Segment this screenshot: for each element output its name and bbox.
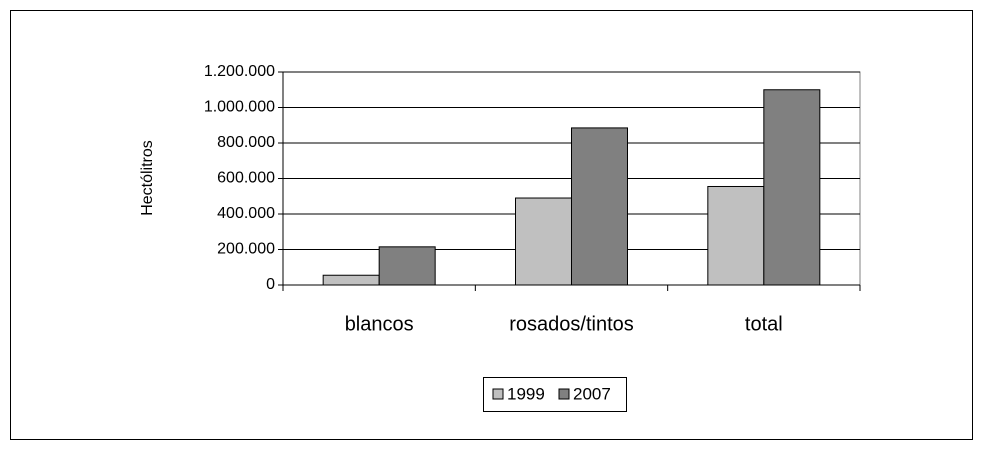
- y-tick-label: 200.000: [217, 241, 275, 258]
- bar: [707, 185, 765, 286]
- legend-swatch: [558, 388, 570, 400]
- legend-box: [483, 377, 627, 412]
- bar: [378, 246, 436, 286]
- x-tick-label: rosados/tintos: [509, 313, 634, 335]
- y-tick-label: 0: [266, 276, 275, 293]
- legend-label: 1999: [507, 384, 545, 403]
- legend-swatch: [492, 388, 504, 400]
- y-tick-label: 1.200.000: [204, 63, 275, 80]
- y-tick-label: 400.000: [217, 205, 275, 222]
- bar: [515, 197, 572, 286]
- bar: [322, 274, 380, 286]
- x-tick-label: blancos: [345, 313, 414, 335]
- y-axis-label: Hectólitros: [139, 140, 156, 216]
- y-tick-label: 1.000.000: [204, 99, 275, 116]
- x-tick-label: total: [745, 313, 783, 335]
- y-tick-label: 800.000: [217, 134, 275, 151]
- legend-label: 2007: [573, 384, 611, 403]
- bar: [571, 127, 628, 286]
- y-tick-label: 600.000: [217, 170, 275, 187]
- bar: [763, 89, 821, 286]
